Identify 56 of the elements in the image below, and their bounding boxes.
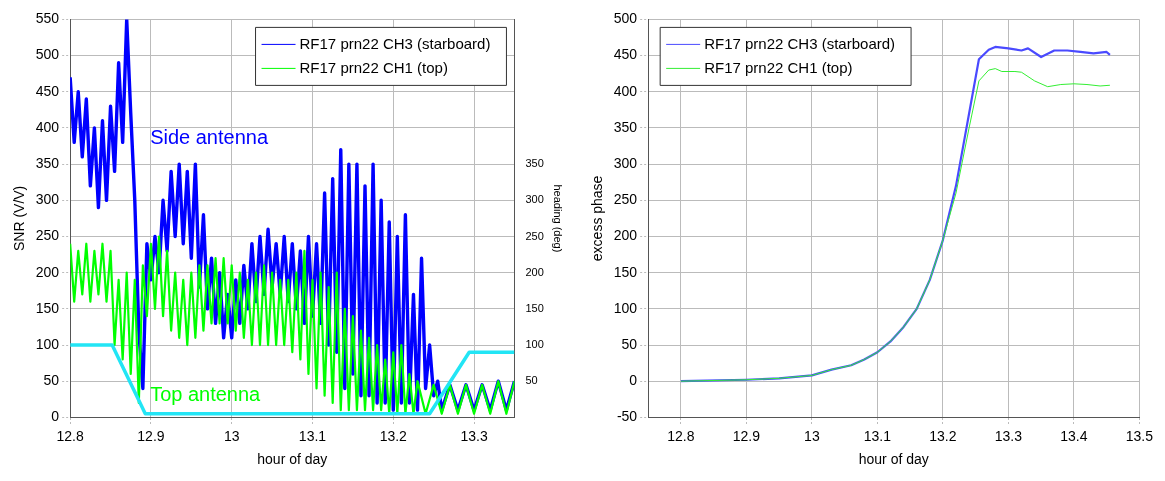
legend-label: RF17 prn22 CH3 (starboard)	[704, 34, 896, 52]
y-tick-label: 450	[613, 46, 638, 63]
y-tick-label: 500	[613, 10, 638, 27]
legend-label: RF17 prn22 CH3 (starboard)	[299, 34, 491, 52]
x-tick-label: 13.1	[298, 427, 327, 444]
y2-tick-label: 300	[525, 193, 544, 206]
y-tick-label: 250	[613, 191, 638, 208]
x-tick-label: 13	[804, 427, 820, 444]
x-tick-label: 13.1	[863, 427, 892, 444]
y-tick-label: 350	[613, 118, 638, 135]
y-tick-label: 0	[51, 408, 60, 425]
x-tick-label: 13.2	[929, 427, 957, 444]
x-tick-label: 12.9	[137, 427, 165, 444]
legend-label: RF17 prn22 CH1 (top)	[704, 58, 853, 76]
legend-label: RF17 prn22 CH1 (top)	[299, 58, 448, 76]
y-tick-label: 300	[613, 154, 638, 171]
y-tick-label: 100	[35, 335, 60, 352]
y2-axis-title: heading (deg)	[552, 184, 565, 253]
y2-tick-label: 50	[525, 374, 538, 387]
x-axis-title: hour of day	[858, 451, 929, 468]
y-tick-label: 150	[35, 299, 60, 316]
x-tick-label: 12.8	[667, 427, 695, 444]
y-tick-label: 200	[613, 227, 638, 244]
x-tick-label: 13.4	[1060, 427, 1088, 444]
annotation: Side antenna	[150, 126, 269, 149]
y-tick-label: 450	[35, 82, 60, 99]
annotation: Top antenna	[150, 383, 262, 406]
y2-tick-label: 150	[525, 301, 544, 314]
x-tick-label: 12.9	[732, 427, 761, 444]
y2-tick-label: 250	[525, 229, 544, 242]
y-tick-label: -50	[616, 408, 638, 425]
y-tick-label: 500	[35, 46, 60, 63]
x-tick-label: 12.8	[56, 427, 84, 444]
y-tick-label: 400	[613, 82, 638, 99]
x-tick-label: 13.5	[1125, 427, 1154, 444]
y-tick-label: 150	[613, 263, 638, 280]
x-axis-title: hour of day	[257, 451, 328, 468]
y-tick-label: 300	[35, 191, 60, 208]
y-tick-label: 350	[35, 154, 60, 171]
y-tick-label: 50	[43, 372, 60, 389]
y-axis-title: excess phase	[589, 175, 606, 262]
x-tick-label: 13.3	[994, 427, 1023, 444]
x-tick-label: 13	[223, 427, 240, 444]
y-tick-label: 200	[35, 263, 60, 280]
y2-tick-label: 350	[525, 157, 544, 170]
x-tick-label: 13.3	[460, 427, 488, 444]
y2-tick-label: 200	[525, 265, 544, 278]
y-axis-title: SNR (V/V)	[11, 185, 28, 252]
y-tick-label: 250	[35, 227, 60, 244]
x-tick-label: 13.2	[379, 427, 408, 444]
y-tick-label: 50	[621, 335, 638, 352]
y2-tick-label: 100	[525, 338, 544, 351]
y-tick-label: 0	[629, 372, 638, 389]
y-tick-label: 400	[35, 118, 60, 135]
y-tick-label: 100	[613, 299, 638, 316]
y-tick-label: 550	[35, 10, 60, 27]
